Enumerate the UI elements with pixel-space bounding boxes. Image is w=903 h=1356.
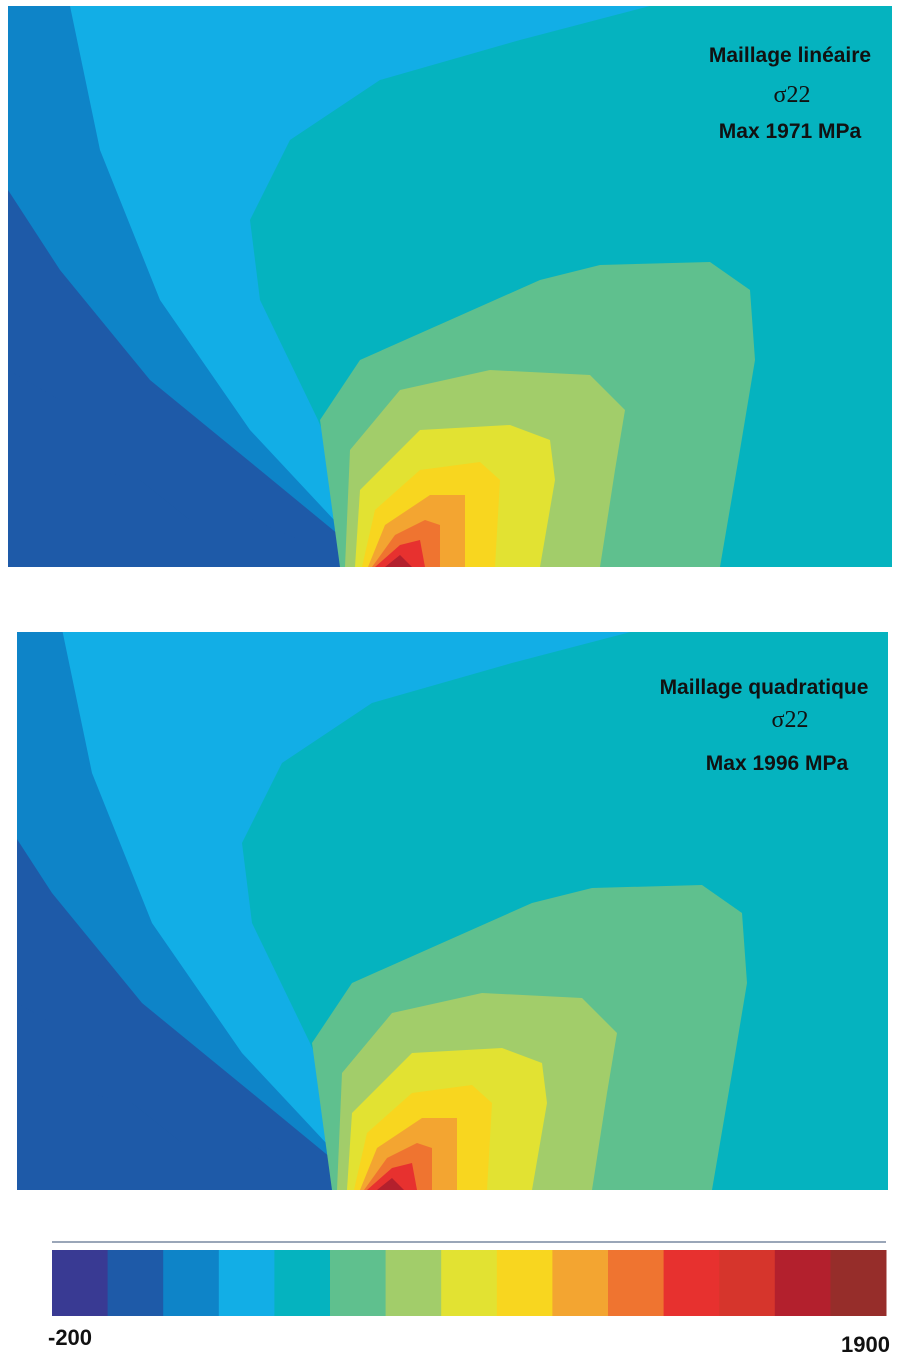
- colorbar-swatch: [107, 1250, 164, 1316]
- colorbar-swatch: [218, 1250, 275, 1316]
- colorbar-swatch: [385, 1250, 442, 1316]
- colorbar-swatch: [552, 1250, 609, 1316]
- colorbar-swatch: [330, 1250, 387, 1316]
- colorbar-max: 1900: [841, 1332, 890, 1356]
- colorbar-swatch: [608, 1250, 665, 1316]
- contour-plot: [17, 632, 888, 1190]
- colorbar-swatch: [663, 1250, 720, 1316]
- panel-quantity: σ22: [772, 707, 809, 733]
- colorbar-swatch: [719, 1250, 776, 1316]
- colorbar-swatch: [163, 1250, 220, 1316]
- colorbar-swatch: [274, 1250, 331, 1316]
- colorbar-min: -200: [48, 1325, 92, 1350]
- panel-max: Max 1996 MPa: [706, 752, 849, 775]
- panel-quantity: σ22: [774, 82, 811, 108]
- colorbar-swatch: [774, 1250, 831, 1316]
- panel-max: Max 1971 MPa: [719, 120, 862, 143]
- colorbar-swatch: [830, 1250, 887, 1316]
- colorbar-swatch: [441, 1250, 498, 1316]
- panel-label: Maillage linéaire: [709, 44, 871, 67]
- panel-label: Maillage quadratique: [660, 676, 869, 699]
- colorbar-swatch: [496, 1250, 553, 1316]
- colorbar: [52, 1250, 887, 1316]
- colorbar-swatch: [52, 1250, 109, 1316]
- contour-plot: [8, 6, 892, 567]
